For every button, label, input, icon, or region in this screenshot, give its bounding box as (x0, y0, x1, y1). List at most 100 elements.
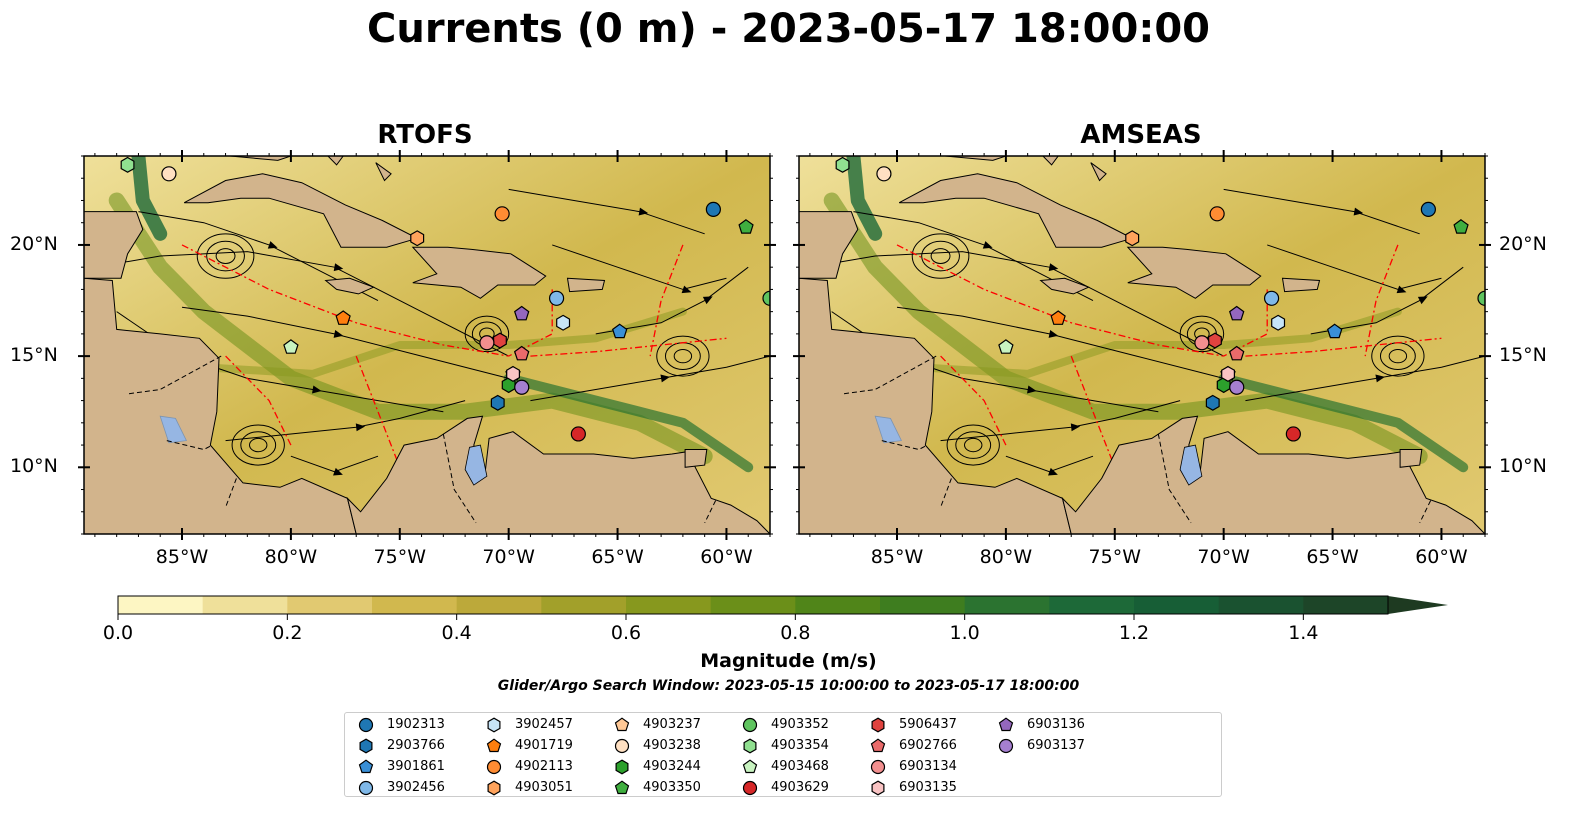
float-marker (1271, 314, 1286, 331)
legend-label: 4903629 (771, 780, 829, 795)
streamline-arrow (1048, 329, 1059, 338)
country-border (127, 355, 222, 395)
legend-marker (742, 780, 758, 795)
eez-boundary (896, 244, 1224, 357)
rtofs-map-frame (83, 155, 771, 535)
land-hispaniola (1126, 246, 1262, 299)
streamline-arrow (1396, 285, 1407, 294)
lon-tick-label: 85°W (155, 546, 209, 568)
lat-tick-label: 10°N (10, 455, 58, 478)
land-florida (229, 156, 292, 161)
lon-tick-label: 60°W (1415, 546, 1468, 568)
country-border (940, 478, 952, 508)
land-hispaniola (411, 246, 547, 299)
legend-label: 6903136 (1027, 717, 1085, 732)
float-marker (479, 335, 495, 351)
country-border (225, 478, 237, 508)
streamline (508, 188, 705, 235)
legend-item: 6903137 (995, 735, 1085, 756)
legend-marker-icon (614, 779, 630, 794)
streamline-arrow (333, 467, 343, 476)
colorbar-band (456, 596, 542, 614)
legend-item: 4903237 (611, 714, 701, 735)
legend-marker-icon (358, 717, 374, 732)
streamline-arrow (333, 329, 344, 338)
legend-marker-icon (486, 759, 502, 774)
legend-item: 5906437 (867, 714, 957, 735)
float-marker (1050, 310, 1066, 325)
country-border (166, 440, 213, 451)
float-marker (1205, 394, 1220, 411)
streamline-arrow (1353, 207, 1364, 216)
colorbar-band (1134, 596, 1220, 614)
float-marker (1194, 335, 1210, 351)
streamline-arrow (333, 263, 344, 272)
streamline (595, 266, 749, 335)
lon-tick-label: 70°W (482, 546, 535, 568)
float-marker (570, 426, 586, 442)
lon-tick-label: 75°W (373, 546, 426, 568)
legend-marker (358, 780, 374, 795)
current-band (503, 373, 754, 473)
legend-marker (743, 738, 757, 753)
amseas-map-frame (798, 155, 1486, 535)
eddy-streamline (921, 240, 960, 272)
lake-nicaragua (874, 415, 903, 444)
float-marker (513, 345, 530, 361)
country-border (442, 433, 477, 524)
eddy-streamline (249, 437, 268, 453)
legend-label: 3902456 (387, 780, 445, 795)
legend-label: 4903350 (643, 780, 701, 795)
country-border (1419, 500, 1432, 524)
legend-marker (870, 737, 886, 752)
land-trinidad (684, 449, 708, 468)
colorbar-tick-label: 1.0 (949, 622, 980, 644)
legend-marker-icon (359, 738, 373, 753)
colorbar-tick-label: 0.4 (441, 622, 472, 644)
legend-item: 1902313 (355, 714, 445, 735)
legend-label: 4903354 (771, 738, 829, 753)
eez-boundary (1245, 337, 1442, 357)
colorbar-band (795, 596, 881, 614)
panel-title-amseas: AMSEAS (1080, 120, 1202, 150)
float-legend: 1902313 2903766 3901861 3902456 3902457 49017… (344, 712, 1222, 797)
streamline (809, 251, 1224, 357)
colorbar-tick-label: 0.8 (780, 622, 811, 644)
legend-marker-icon (742, 758, 758, 773)
float-marker (493, 332, 507, 349)
legend-item: 4903238 (611, 735, 701, 756)
streamline-arrow (1027, 385, 1037, 394)
lake-maracaibo (1179, 444, 1203, 486)
float-marker (1420, 201, 1436, 217)
legend-label: 4903238 (643, 738, 701, 753)
land-bahamas2 (1090, 162, 1107, 182)
legend-marker-icon (998, 716, 1014, 731)
float-marker (501, 377, 516, 394)
legend-label: 3901861 (387, 759, 445, 774)
land-southAmerica (1061, 415, 1485, 534)
colorbar-band (1049, 596, 1135, 614)
legend-item: 4903352 (739, 714, 829, 735)
streamline-arrow (681, 285, 692, 294)
lon-tick-label: 65°W (591, 546, 644, 568)
streamline (1310, 266, 1464, 335)
legend-marker-icon (870, 737, 886, 752)
land-bahamas1 (1042, 156, 1059, 166)
colorbar-band (1303, 596, 1389, 614)
legend-item: 6902766 (867, 735, 957, 756)
colorbar-band (372, 596, 458, 614)
eez-boundary (1070, 355, 1116, 468)
legend-marker (998, 716, 1014, 731)
eddy-streamline (1179, 315, 1225, 353)
land-trinidad (1399, 449, 1423, 468)
eddy-streamline (946, 424, 1000, 466)
legend-label: 6903137 (1027, 738, 1085, 753)
streamline (94, 251, 509, 357)
float-marker (762, 290, 770, 306)
legend-item: 4903350 (611, 777, 701, 798)
streamline (552, 244, 727, 290)
float-marker (876, 166, 892, 182)
eez-boundary (940, 355, 1007, 446)
country-border (842, 355, 937, 395)
lon-tick-label: 60°W (700, 546, 753, 568)
